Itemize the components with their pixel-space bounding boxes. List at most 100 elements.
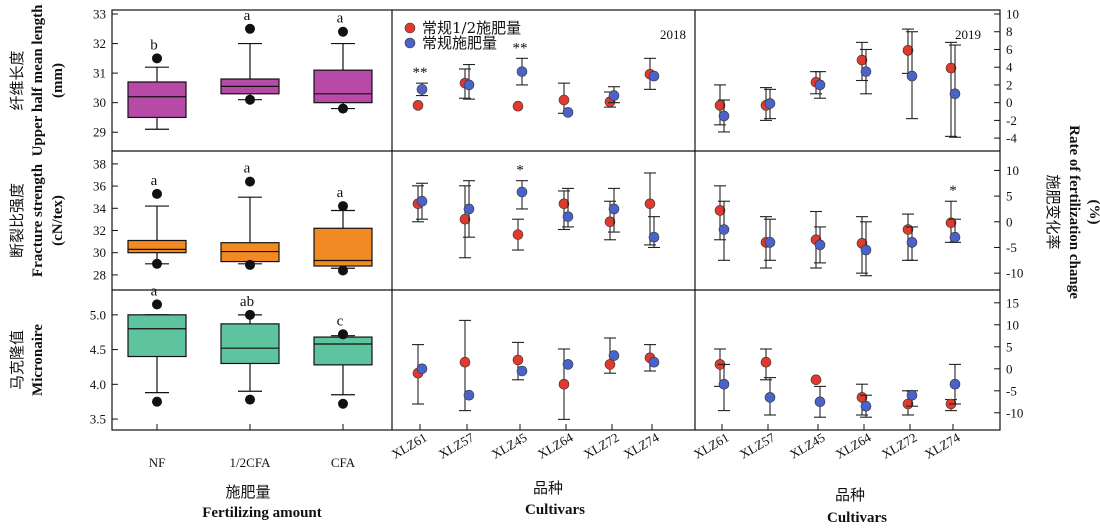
outlier-point	[245, 394, 255, 405]
y-label-cn: 马克隆值	[8, 330, 26, 390]
cultivar-xlabel-en-2019: Cultivars	[827, 510, 887, 526]
legend-marker-half	[404, 22, 416, 34]
box-1/2CFA: a	[220, 8, 280, 105]
point-full	[764, 98, 776, 109]
point-full	[648, 70, 660, 82]
point-half	[512, 100, 524, 112]
y-label-group: 断裂比强度	[8, 183, 26, 258]
right-tick-label: 2	[1006, 77, 1013, 92]
right-tick-label: 0	[1006, 214, 1013, 229]
cultivar-tick-group: XLZ57	[436, 429, 477, 461]
box-NF: a	[127, 283, 187, 407]
box-body	[220, 323, 280, 365]
point-full	[648, 356, 660, 368]
cultivar-label: XLZ57	[737, 429, 778, 461]
point-half	[856, 54, 868, 66]
outlier-point	[152, 299, 162, 310]
point-full	[949, 88, 961, 100]
point-full	[463, 389, 475, 401]
point-full	[814, 239, 826, 251]
right-axis-0: -4 -2 0 2 4 6 8 10	[994, 7, 1019, 146]
point-full	[814, 396, 826, 408]
y-tick-label: 3.5	[90, 412, 106, 427]
point-full	[608, 350, 620, 361]
right-tick-label: -5	[1006, 240, 1017, 255]
significance-letter: ab	[240, 294, 254, 310]
significance-letter: a	[151, 283, 158, 299]
rate-panel-0-2018: ** **	[412, 40, 660, 118]
y-label-unit-group: (mm)	[50, 63, 66, 98]
y-label-en-group: Fracture strength	[30, 163, 46, 277]
y-label-en: Micronaire	[30, 324, 46, 396]
cultivar-tick-group: XLZ72	[581, 430, 622, 462]
cultivar-tick-group: XLZ61	[389, 430, 430, 462]
significance-letter: c	[337, 313, 344, 329]
rate-panel-2-2018	[412, 319, 660, 420]
year-label-2018: 2018	[660, 27, 686, 42]
y-label-cn: 纤维长度	[8, 50, 26, 110]
cultivar-label: XLZ61	[389, 430, 430, 462]
labels-layer: 常规1/2施肥量 常规施肥量 2018 2019 施肥量 Fertilizing…	[202, 19, 1100, 526]
point-full	[516, 66, 528, 77]
outer-frame	[111, 9, 1001, 431]
point-full	[906, 237, 918, 248]
rate-panel-1-2018: *	[412, 163, 660, 259]
point-full	[718, 378, 730, 390]
point-full	[860, 244, 872, 256]
point-half	[558, 94, 570, 106]
point-half	[945, 217, 957, 229]
legend-marker-full	[404, 37, 416, 49]
significance-letter: b	[150, 37, 158, 53]
right-ylabel-en: Rate of fertilization change	[1066, 125, 1082, 299]
right-tick-label: 0	[1006, 361, 1013, 376]
point-full	[949, 231, 961, 243]
point-half	[459, 356, 471, 368]
y-tick-label: 30	[93, 245, 106, 260]
y-label-en: Upper half mean length	[30, 4, 46, 156]
point-full	[718, 224, 730, 235]
box-xlabel-cn: 施肥量	[225, 483, 270, 501]
cultivar-label: XLZ72	[581, 430, 622, 462]
y-label-unit: (cN/tex)	[50, 195, 66, 246]
right-tick-label: 5	[1006, 339, 1013, 354]
outlier-point	[338, 329, 348, 340]
box-CFA: a	[313, 11, 373, 114]
right-ylabel-unit: (%)	[1086, 200, 1100, 225]
cultivar-label: XLZ64	[833, 429, 874, 461]
point-half	[412, 100, 424, 111]
y-tick-label: 28	[93, 267, 106, 282]
right-tick-label: 10	[1006, 163, 1019, 178]
cultivar-label: XLZ45	[489, 430, 530, 462]
y-tick-label: 29	[93, 125, 106, 140]
point-half	[604, 216, 616, 228]
cultivar-label: XLZ57	[436, 429, 477, 461]
y-label-cn: 断裂比强度	[8, 183, 26, 258]
outlier-point	[338, 201, 348, 212]
y-tick-label: 38	[93, 156, 106, 171]
box-1/2CFA: a	[220, 161, 280, 270]
outlier-point	[152, 396, 162, 407]
cultivar-tick-group: XLZ61	[691, 430, 732, 462]
box-body	[127, 314, 187, 358]
significance-mark: **	[413, 65, 428, 81]
right-tick-label: 0	[1006, 95, 1013, 110]
significance-mark: *	[949, 183, 957, 199]
cultivar-tick-group: XLZ45	[787, 430, 828, 462]
rate-panel-2-2019	[714, 348, 961, 418]
cultivar-label: XLZ45	[787, 430, 828, 462]
outlier-point	[338, 26, 348, 37]
outlier-point	[245, 23, 255, 34]
cultivar-xlabel-cn-2018: 品种	[533, 479, 563, 497]
box-NF: a	[127, 173, 187, 269]
cultivar-tick-group: XLZ74	[922, 429, 963, 461]
right-tick-label: 10	[1006, 7, 1019, 22]
point-half	[558, 198, 570, 210]
y-label-unit-group: (cN/tex)	[50, 195, 66, 246]
y-label-unit: (mm)	[50, 63, 66, 98]
box-panel-0: 29 30 31 32 33 b a a 纤维长度 Upper half mean length(…	[8, 4, 373, 156]
point-half	[644, 198, 656, 210]
box-body	[313, 69, 373, 104]
point-full	[764, 392, 776, 403]
outlier-point	[245, 94, 255, 105]
right-ylabel-cn: 施肥变化率	[1044, 174, 1062, 249]
